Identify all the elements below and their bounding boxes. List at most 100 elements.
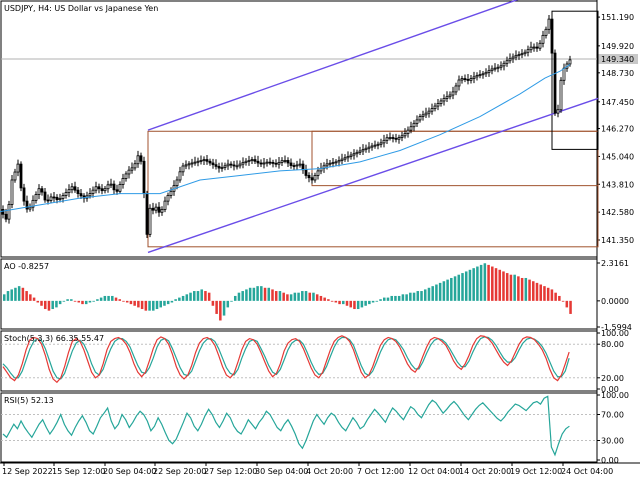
candle-body [313,175,317,181]
candle-body [259,162,263,165]
candle-body [169,190,173,196]
candle-body [34,194,38,201]
candle-body [145,193,149,235]
candle-body [421,114,425,117]
rsi-line [2,395,570,457]
ao-bar [163,300,166,306]
candle-body [178,171,182,181]
candle-body [211,162,215,166]
time-tick-label: 15 Sep 12:00 [52,467,105,476]
candle-body [379,142,383,145]
candle-body [526,49,530,53]
ao-bar [386,297,390,301]
ao-bar [118,299,122,301]
candle-body [283,160,287,162]
candle-body [346,156,350,159]
candle-body [112,183,116,191]
ao-bar [111,295,114,301]
candle-body [268,161,272,164]
ao-bar [401,294,405,301]
ao-bar [375,300,379,302]
ao-bar [431,286,434,301]
ao-bar [405,294,408,301]
candle-body [91,189,95,194]
candle-body [175,179,179,187]
price-tick-label: 145.040 [601,152,634,161]
ao-bar [84,300,88,305]
candle-body [334,161,338,164]
candle-body [457,79,461,87]
ao-bar [301,291,304,301]
ao-bar [420,291,423,301]
ao-bar [293,292,297,301]
ao-bar [81,300,84,305]
ao-bar [435,284,438,301]
rsi-tick-label: 70.00 [601,411,624,420]
price-tick-label: 142.580 [601,208,634,217]
ao-bar [140,300,144,310]
current-price-label: 149.340 [601,55,634,64]
ao-bar [6,291,10,301]
candle-body [31,199,35,208]
ao-bar [155,300,159,310]
ao-bar [368,300,371,305]
ao-bar [353,300,356,310]
candle-body [121,178,125,185]
candle-body [286,160,290,164]
candle-body [1,209,5,215]
ao-bar [137,300,140,308]
ao-bar [539,284,542,301]
price-tick-label: 143.810 [601,180,634,189]
ao-bar [517,276,520,301]
ao-bar [181,295,185,301]
candle-body [556,109,560,114]
ao-label: AO -0.8257 [4,262,49,271]
ao-bar [397,295,401,301]
candle-body [463,78,467,80]
ao-bar [58,300,62,305]
candle-body [133,163,137,169]
candle-body [361,149,365,152]
ao-bar [535,282,539,301]
ao-bar [77,300,81,303]
candle-body [196,160,200,163]
candle-body [187,163,191,166]
candle-body [253,159,257,162]
candle-body [397,137,401,140]
candle-body [328,162,332,165]
ao-bar [502,271,505,301]
candle-body [385,137,389,141]
ao-bar [133,300,136,306]
time-tick-label: 30 Sep 04:00 [255,467,308,476]
ao-bar [148,300,151,311]
candle-body [4,213,8,220]
candle-body [58,198,62,201]
ao-bar [554,292,557,301]
candle-body [445,96,449,99]
stoch-tick-label: 20.00 [601,374,624,383]
candle-body [484,71,488,75]
candle-body [214,164,218,167]
candle-body [271,162,275,164]
candle-body [289,162,293,166]
candle-body [529,46,533,51]
candle-body [343,157,347,160]
ao-bar [327,299,330,301]
ao-bar [125,300,129,303]
ao-bar [174,299,177,301]
ao-bar [32,297,36,301]
candle-body [265,161,269,164]
ao-bar [51,300,54,310]
ao-bar [62,300,66,302]
ao-bar [565,300,569,308]
candle-body [160,209,164,213]
ao-bar [558,295,561,301]
ao-bar [73,300,77,302]
candle-body [223,165,227,168]
ao-bar [222,300,226,316]
candle-body [304,169,308,176]
ao-bar [166,300,170,305]
ao-bar [237,292,241,301]
candle-body [475,75,479,78]
